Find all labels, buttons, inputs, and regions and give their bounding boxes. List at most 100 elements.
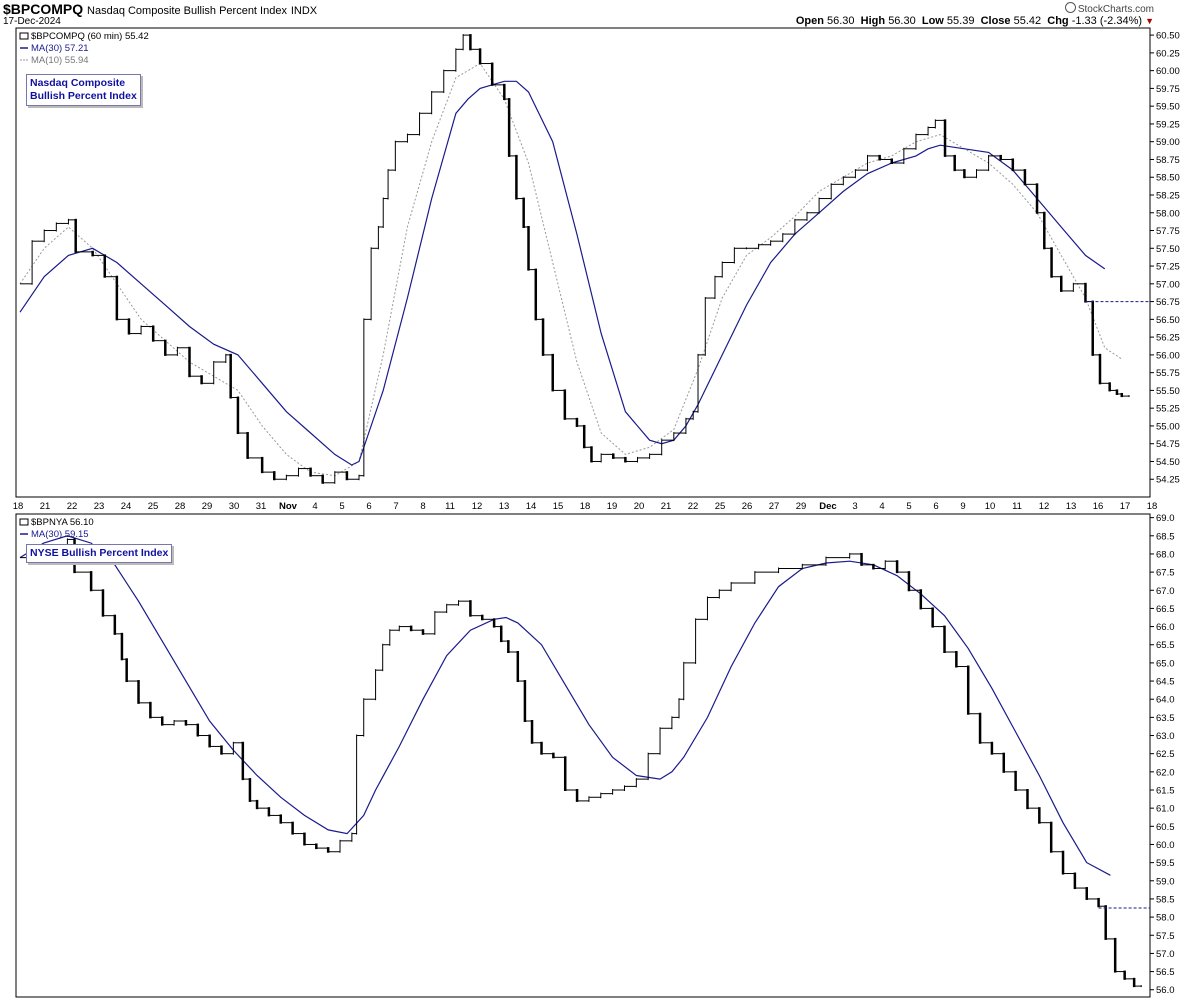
nasdaq-y-tick-label: 60.50 [1156,31,1180,42]
nasdaq-x-tick-label: 25 [715,501,726,512]
nasdaq-y-tick-label: 54.50 [1156,457,1180,468]
nyse-y-tick-label: 64.0 [1156,695,1175,706]
nyse-y-tick-label: 60.0 [1156,840,1175,851]
nyse-y-tick-label: 59.0 [1156,876,1175,887]
nasdaq-y-tick-label: 58.75 [1156,155,1180,166]
nyse-panel-frame [15,513,1151,998]
nasdaq-x-tick-label: Nov [279,501,298,512]
nasdaq-y-tick-label: 55.25 [1156,404,1180,415]
nasdaq-y-tick-label: 59.25 [1156,119,1180,130]
open-label: Open [795,15,824,27]
nasdaq-x-tick-label: 20 [634,501,645,512]
nyse-y-tick-label: 59.5 [1156,858,1175,869]
nyse-y-tick-label: 60.5 [1156,822,1175,833]
nasdaq-x-tick-label: 5 [339,501,344,512]
nyse-y-tick-label: 68.0 [1156,549,1175,560]
nasdaq-x-tick-label: 29 [202,501,213,512]
nasdaq-x-tick-label: 19 [607,501,618,512]
nasdaq-label-box: Nasdaq Composite Bullish Percent Index [26,74,141,106]
high-value: 56.30 [888,15,916,27]
nasdaq-y-tick-label: 57.25 [1156,262,1180,273]
nasdaq-x-tick-label: 26 [742,501,753,512]
nasdaq-y-tick-label: 59.75 [1156,84,1180,95]
nyse-legend-price: $BPNYA 56.10 [31,517,94,528]
nasdaq-y-tick-label: 54.75 [1156,439,1180,450]
nasdaq-legend-price: $BPCOMPQ (60 min) 55.42 [31,31,149,42]
nasdaq-y-tick-label: 55.50 [1156,386,1180,397]
nyse-y-tick-label: 57.5 [1156,931,1175,942]
nasdaq-x-tick-label: 9 [960,501,965,512]
nasdaq-x-tick-label: 12 [472,501,483,512]
nasdaq-legend-price-swatch [19,32,29,40]
nasdaq-y-tick-label: 55.00 [1156,421,1180,432]
nasdaq-x-tick-label: 18 [1147,501,1158,512]
nasdaq-y-tick-label: 59.00 [1156,137,1180,148]
nyse-y-tick-label: 63.5 [1156,713,1175,724]
nasdaq-y-tick-label: 57.50 [1156,244,1180,255]
nasdaq-legend-ma10: MA(10) 55.94 [31,55,89,66]
nasdaq-x-tick-label: 25 [148,501,159,512]
nasdaq-x-tick-label: 22 [67,501,78,512]
nyse-y-tick-label: 67.0 [1156,586,1175,597]
nasdaq-x-tick-label: 16 [1093,501,1104,512]
nasdaq-x-tick-label: 18 [13,501,24,512]
nasdaq-label-line2: Bullish Percent Index [30,90,137,102]
nasdaq-x-tick-label: 11 [445,501,455,512]
nyse-y-tick-label: 62.0 [1156,767,1175,778]
open-value: 56.30 [827,15,855,27]
nasdaq-x-tick-label: 21 [661,501,672,512]
nasdaq-x-tick-label: 23 [94,501,105,512]
nasdaq-y-tick-label: 56.25 [1156,333,1180,344]
nyse-y-tick-label: 63.0 [1156,731,1175,742]
nyse-y-tick-label: 58.0 [1156,913,1175,924]
copyright: StockCharts.com [1064,2,1154,15]
nasdaq-y-tick-label: 55.75 [1156,368,1180,379]
close-value: 55.42 [1013,15,1042,27]
nasdaq-x-tick-label: 14 [526,501,537,512]
nyse-label-box: NYSE Bullish Percent Index [26,544,173,563]
nasdaq-y-tick-label: 56.00 [1156,350,1180,361]
nasdaq-x-tick-label: 5 [906,501,911,512]
nasdaq-y-tick-label: 60.00 [1156,66,1180,77]
symbol: $BPCOMPQ [3,1,84,17]
nasdaq-legend-ma30: MA(30) 57.21 [31,43,89,54]
nyse-y-tick-label: 56.5 [1156,967,1175,978]
nasdaq-x-tick-label: 13 [499,501,510,512]
nasdaq-panel-frame [15,27,1151,498]
nasdaq-y-tick-label: 60.25 [1156,48,1180,59]
nyse-y-tick-label: 66.0 [1156,622,1175,633]
chart-date: 17-Dec-2024 [3,16,61,27]
nyse-legend-ma30: MA(30) 59.15 [31,529,89,540]
nyse-y-tick-label: 66.5 [1156,604,1175,615]
symbol-description: Nasdaq Composite Bullish Percent Index [87,5,287,17]
nasdaq-x-tick-label: 11 [1012,501,1022,512]
nasdaq-ma30-line [19,80,1106,466]
nyse-y-tick-label: 61.5 [1156,786,1175,797]
chg-label: Chg [1047,15,1069,27]
nyse-y-tick-label: 65.5 [1156,640,1175,651]
chg-value: -1.33 (-2.34%) [1071,15,1143,27]
nasdaq-x-tick-label: 15 [553,501,564,512]
nyse-y-tick-label: 64.5 [1156,677,1175,688]
low-label: Low [921,15,944,27]
nasdaq-x-tick-label: 10 [985,501,996,512]
nasdaq-x-tick-label: 4 [312,501,317,512]
exchange: INDX [290,5,318,17]
nasdaq-y-tick-label: 56.50 [1156,315,1180,326]
nasdaq-x-tick-label: 30 [229,501,240,512]
nasdaq-x-tick-label: 31 [256,501,267,512]
nasdaq-y-tick-label: 58.25 [1156,190,1180,201]
nasdaq-x-tick-label: Dec [819,501,836,512]
nasdaq-x-tick-label: 21 [40,501,51,512]
chart-header: $BPCOMPQ Nasdaq Composite Bullish Percen… [0,0,1200,28]
nyse-y-tick-label: 65.0 [1156,658,1175,669]
close-label: Close [980,15,1011,27]
nasdaq-y-tick-label: 58.50 [1156,173,1180,184]
high-label: High [860,15,886,27]
nasdaq-x-tick-label: 12 [1039,501,1050,512]
symbol-title: $BPCOMPQ Nasdaq Composite Bullish Percen… [3,1,317,17]
nasdaq-x-tick-label: 18 [580,501,591,512]
nasdaq-x-tick-label: 13 [1066,501,1077,512]
nasdaq-ma10-line [19,62,1123,477]
